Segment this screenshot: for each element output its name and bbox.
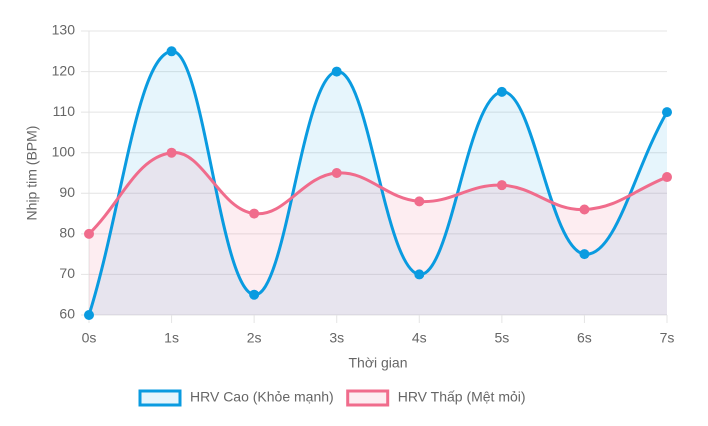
x-tick-label: 1s xyxy=(164,330,179,346)
y-tick-label: 70 xyxy=(59,265,75,281)
y-tick-label: 120 xyxy=(52,62,76,78)
point xyxy=(84,310,94,320)
point xyxy=(496,180,507,191)
point xyxy=(414,196,425,207)
point xyxy=(84,228,94,239)
legend-label: HRV Cao (Khỏe mạnh) xyxy=(190,389,334,405)
legend-label: HRV Thấp (Mệt mỏi) xyxy=(398,389,526,405)
y-tick-label: 60 xyxy=(59,306,75,322)
x-axis-title: Thời gian xyxy=(349,355,408,371)
point xyxy=(166,147,177,158)
point xyxy=(166,46,177,57)
point xyxy=(331,66,342,77)
y-tick-label: 110 xyxy=(53,103,76,119)
point xyxy=(662,172,672,183)
point xyxy=(579,204,590,215)
x-tick-label: 6s xyxy=(577,330,592,346)
x-tick-label: 2s xyxy=(247,330,262,346)
y-tick-label: 90 xyxy=(59,184,75,200)
point xyxy=(662,107,672,118)
x-tick-label: 7s xyxy=(660,330,675,346)
point xyxy=(331,168,342,178)
point xyxy=(579,249,590,260)
x-tick-label: 0s xyxy=(82,330,97,346)
x-tick-label: 3s xyxy=(329,330,344,346)
x-tick-label: 4s xyxy=(412,330,427,346)
area xyxy=(89,152,667,315)
legend-swatch xyxy=(138,389,182,407)
y-tick-label: 130 xyxy=(52,22,76,38)
x-tick-label: 5s xyxy=(494,330,509,346)
point xyxy=(414,269,425,280)
y-axis-title: Nhịp tim (BPM) xyxy=(24,126,40,221)
point xyxy=(496,86,507,97)
legend-swatch xyxy=(346,389,390,407)
point xyxy=(249,208,260,219)
y-tick-label: 80 xyxy=(59,225,75,241)
y-tick-label: 100 xyxy=(52,143,76,159)
point xyxy=(249,289,260,300)
